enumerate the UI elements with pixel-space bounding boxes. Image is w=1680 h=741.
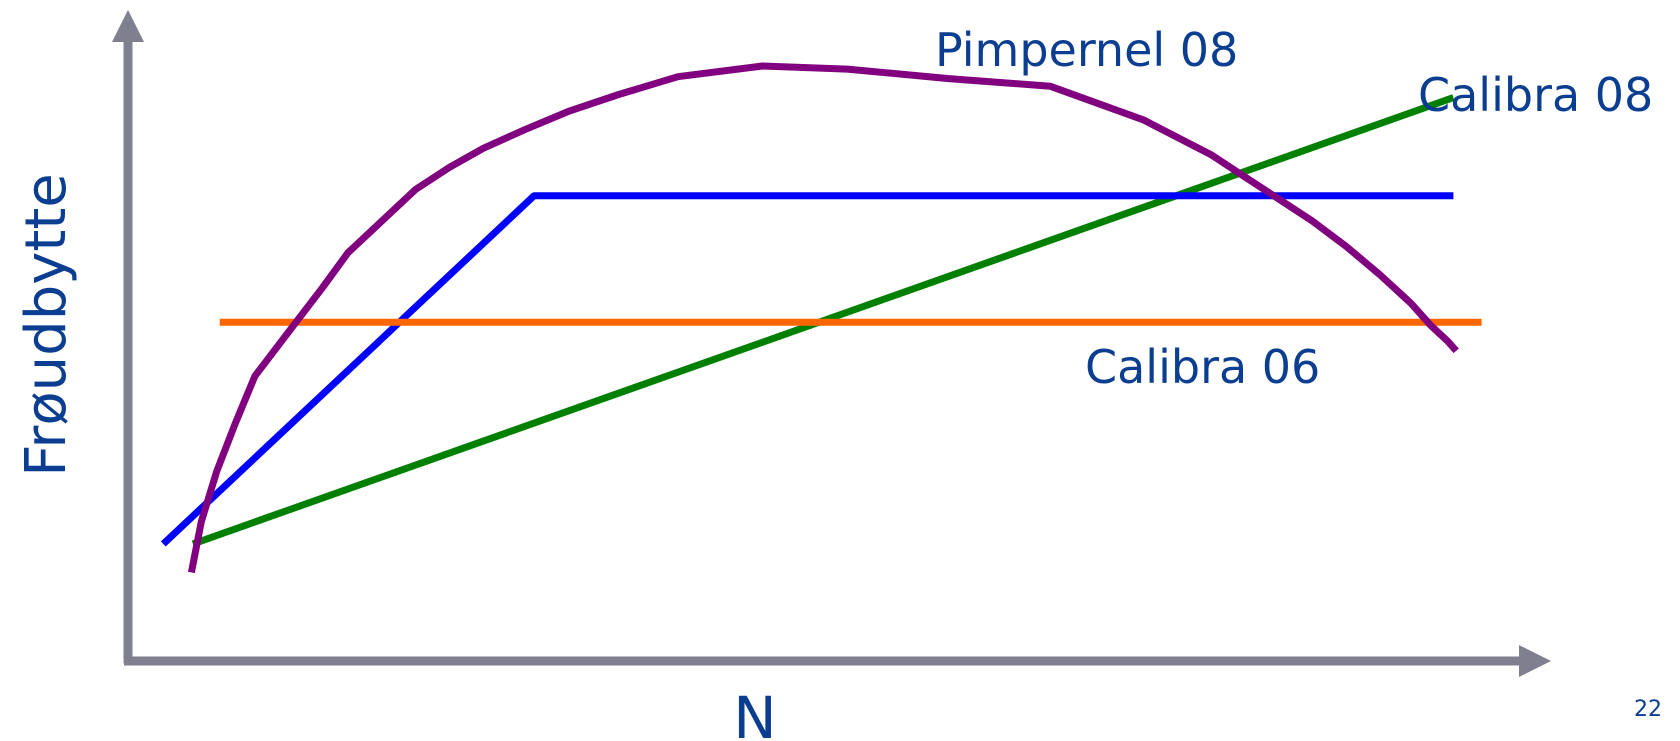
series-line-blue-plateau	[160, 192, 1454, 547]
axes	[112, 10, 1551, 677]
x-axis-label: N	[733, 684, 776, 741]
series-line-pimpernel-08	[187, 62, 1459, 574]
y-axis-arrowhead	[112, 10, 144, 42]
series-label-calibra-08: Calibra 08	[1418, 68, 1653, 122]
page-number: 22	[1634, 697, 1662, 722]
y-axis-label: Frøudbytte	[14, 173, 79, 477]
series-label-calibra-06: Calibra 06	[1085, 340, 1320, 394]
series-layer	[160, 62, 1482, 574]
series-label-pimpernel-08: Pimpernel 08	[935, 23, 1238, 77]
x-axis-arrowhead	[1519, 645, 1551, 677]
